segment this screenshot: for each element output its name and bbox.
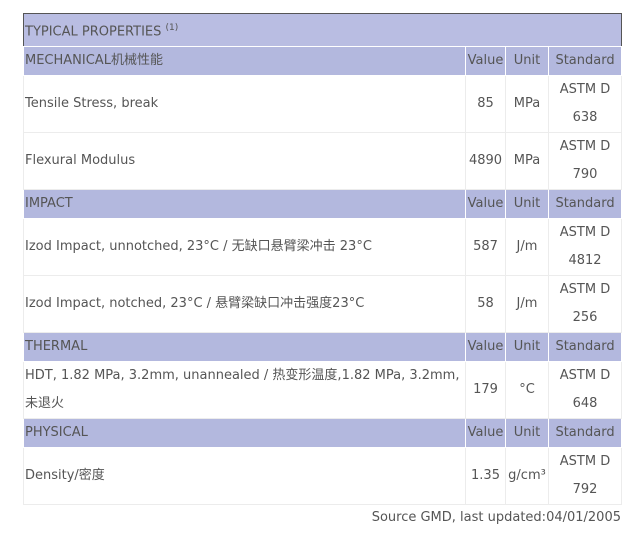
- property-row: Izod Impact, unnotched, 23°C / 无缺口悬臂梁冲击 …: [23, 218, 623, 277]
- property-unit: °C: [505, 361, 549, 420]
- property-value: 4890: [465, 132, 506, 191]
- column-header: Value: [465, 332, 506, 363]
- column-header: Standard: [547, 418, 623, 449]
- property-name: Izod Impact, notched, 23°C / 悬臂梁缺口冲击强度23…: [23, 275, 466, 334]
- section-row: IMPACT Value Unit Standard: [23, 189, 623, 220]
- property-name: Density/密度: [23, 447, 466, 506]
- footer: Source GMD, last updated:04/01/2005: [371, 510, 621, 525]
- property-standard: ASTM D 4812: [547, 218, 623, 277]
- column-header: Standard: [547, 332, 623, 363]
- section-name: PHYSICAL: [23, 418, 466, 449]
- section-name: MECHANICAL机械性能: [23, 46, 466, 77]
- column-header: Unit: [505, 46, 549, 77]
- table-body: TYPICAL PROPERTIES (1) MECHANICAL机械性能 Val…: [23, 13, 623, 506]
- section-name: THERMAL: [23, 332, 466, 363]
- property-standard: ASTM D 638: [547, 75, 623, 134]
- property-row: Izod Impact, notched, 23°C / 悬臂梁缺口冲击强度23…: [23, 275, 623, 334]
- property-name: Flexural Modulus: [23, 132, 466, 191]
- column-header: Standard: [547, 46, 623, 77]
- property-standard: ASTM D 256: [547, 275, 623, 334]
- property-row: Density/密度 1.35 g/cm³ ASTM D 792: [23, 447, 623, 506]
- property-value: 1.35: [465, 447, 506, 506]
- property-value: 58: [465, 275, 506, 334]
- column-header: Standard: [547, 189, 623, 220]
- section-row: MECHANICAL机械性能 Value Unit Standard: [23, 46, 623, 77]
- property-unit: MPa: [505, 75, 549, 134]
- property-row: Flexural Modulus 4890 MPa ASTM D 790: [23, 132, 623, 191]
- properties-table: TYPICAL PROPERTIES (1) MECHANICAL机械性能 Val…: [23, 13, 623, 506]
- note: (1): [165, 23, 179, 33]
- column-header: Value: [465, 46, 506, 77]
- property-standard: ASTM D 790: [547, 132, 623, 191]
- column-header: Value: [465, 189, 506, 220]
- title-cell: TYPICAL PROPERTIES (1): [23, 13, 622, 47]
- column-header: Value: [465, 418, 506, 449]
- property-name: HDT, 1.82 MPa, 3.2mm, unannealed / 热变形温度…: [23, 361, 466, 420]
- property-standard: ASTM D 648: [547, 361, 623, 420]
- property-row: HDT, 1.82 MPa, 3.2mm, unannealed / 热变形温度…: [23, 361, 623, 420]
- property-row: Tensile Stress, break 85 MPa ASTM D 638: [23, 75, 623, 134]
- property-standard: ASTM D 792: [547, 447, 623, 506]
- title-row: TYPICAL PROPERTIES (1): [23, 13, 622, 47]
- property-unit: MPa: [505, 132, 549, 191]
- property-name: Tensile Stress, break: [23, 75, 466, 134]
- property-unit: J/m: [505, 275, 549, 334]
- section-row: THERMAL Value Unit Standard: [23, 332, 623, 363]
- column-header: Unit: [505, 332, 549, 363]
- column-header: Unit: [505, 418, 549, 449]
- property-name: Izod Impact, unnotched, 23°C / 无缺口悬臂梁冲击 …: [23, 218, 466, 277]
- section-row: PHYSICAL Value Unit Standard: [23, 418, 623, 449]
- title: TYPICAL PROPERTIES: [25, 24, 162, 40]
- section-name: IMPACT: [23, 189, 466, 220]
- column-header: Unit: [505, 189, 549, 220]
- property-unit: J/m: [505, 218, 549, 277]
- property-unit: g/cm³: [505, 447, 549, 506]
- property-value: 587: [465, 218, 506, 277]
- property-value: 85: [465, 75, 506, 134]
- property-value: 179: [465, 361, 506, 420]
